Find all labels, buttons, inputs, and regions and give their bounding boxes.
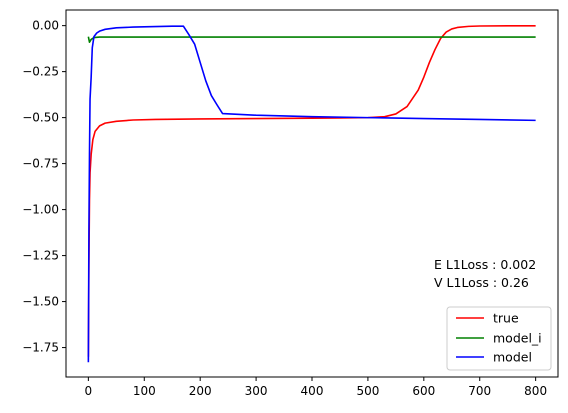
y-tick-label: −1.00: [22, 203, 59, 217]
x-axis-ticks: 0 100 200 300 400 500 600 700 800: [85, 377, 547, 398]
x-tick-label: 400: [301, 384, 324, 398]
y-tick-label: 0.00: [32, 19, 59, 33]
series-line-model: [87, 25, 536, 363]
legend: true model_i model: [446, 306, 552, 371]
x-tick-label: 100: [133, 384, 156, 398]
y-tick-label: −1.75: [22, 341, 59, 355]
x-tick-label: 200: [189, 384, 212, 398]
x-tick-label: 600: [412, 384, 435, 398]
y-tick-label: −0.50: [22, 111, 59, 125]
legend-label-true: true: [493, 311, 519, 326]
annotation-e-loss: E L1Loss : 0.002: [434, 257, 536, 272]
legend-box: [446, 306, 552, 371]
series-line-model-i: [87, 36, 536, 43]
x-tick-label: 300: [245, 384, 268, 398]
y-tick-label: −1.50: [22, 295, 59, 309]
x-tick-label: 800: [524, 384, 547, 398]
y-tick-label: −1.25: [22, 249, 59, 263]
x-tick-label: 500: [356, 384, 379, 398]
x-tick-label: 0: [85, 384, 93, 398]
y-tick-label: −0.75: [22, 157, 59, 171]
series-layer: [87, 25, 536, 363]
legend-label-model-i: model_i: [493, 331, 542, 346]
y-tick-label: −0.25: [22, 65, 59, 79]
y-axis-ticks: 0.00 −0.25 −0.50 −0.75 −1.00 −1.25 −1.50 −1.75: [22, 19, 66, 355]
x-tick-label: 700: [468, 384, 491, 398]
legend-label-model: model: [493, 350, 532, 365]
annotation-v-loss: V L1Loss : 0.26: [434, 275, 529, 290]
